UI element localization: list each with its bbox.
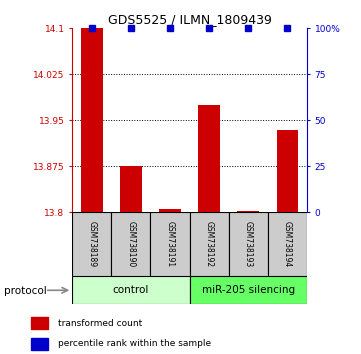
Title: GDS5525 / ILMN_1809439: GDS5525 / ILMN_1809439 — [108, 13, 271, 26]
Bar — [268, 212, 307, 276]
Text: GSM738190: GSM738190 — [126, 221, 135, 267]
Bar — [159, 209, 181, 212]
Bar — [72, 276, 190, 304]
Bar — [31, 318, 48, 329]
Bar — [198, 105, 220, 212]
Bar — [238, 211, 259, 212]
Text: GSM738193: GSM738193 — [244, 221, 253, 267]
Bar — [151, 212, 190, 276]
Bar — [190, 212, 229, 276]
Bar — [31, 338, 48, 350]
Bar — [120, 166, 142, 212]
Text: percentile rank within the sample: percentile rank within the sample — [58, 339, 211, 348]
Text: control: control — [113, 285, 149, 295]
Text: GSM738192: GSM738192 — [205, 221, 214, 267]
Bar — [190, 276, 307, 304]
Text: GSM738189: GSM738189 — [87, 221, 96, 267]
Text: protocol: protocol — [4, 286, 46, 296]
Bar — [81, 28, 103, 212]
Bar — [229, 212, 268, 276]
Bar — [277, 130, 298, 212]
Text: GSM738191: GSM738191 — [165, 221, 174, 267]
Text: miR-205 silencing: miR-205 silencing — [202, 285, 295, 295]
Bar — [111, 212, 151, 276]
Text: transformed count: transformed count — [58, 319, 142, 328]
Bar — [72, 212, 111, 276]
Text: GSM738194: GSM738194 — [283, 221, 292, 267]
